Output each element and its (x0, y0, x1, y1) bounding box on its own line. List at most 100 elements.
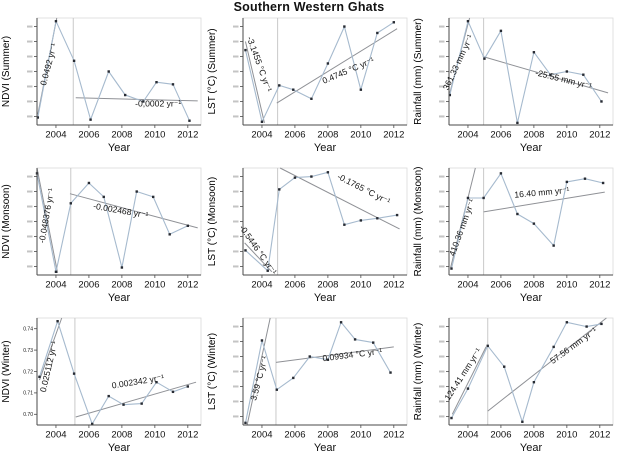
data-point (278, 188, 281, 191)
x-tick-label: 2012 (177, 130, 198, 141)
x-tick-label: 2006 (78, 130, 99, 141)
x-axis-label: Year (108, 442, 131, 454)
x-axis-label: Year (314, 442, 337, 454)
y-tick-label (439, 175, 445, 178)
series-line (245, 171, 398, 272)
data-point (450, 267, 453, 270)
slope-label: 0.002342 yr⁻¹ (111, 372, 165, 390)
data-point (450, 416, 453, 420)
chart-canvas-rainfall-summer: 2004 2006 2008 2010 2012 Year Rainfall (mm) (S… (413, 17, 614, 154)
y-tick-label (439, 340, 445, 343)
chart-canvas-lst-summer: 2004 2006 2008 2010 2012 Year LST (°C) (Summer… (207, 17, 408, 154)
data-point (532, 51, 536, 54)
data-point (582, 73, 585, 76)
x-tick-label: 2010 (350, 430, 371, 441)
slope-label: 3.59 °C yr⁻¹ (248, 355, 270, 402)
data-point (244, 421, 247, 425)
x-tick-label: 2004 (45, 280, 66, 291)
data-point (565, 321, 569, 324)
x-axis-label: Year (520, 442, 543, 454)
data-point (186, 224, 190, 227)
y-axis-label: Rainfall (mm) (Monsoon) (413, 166, 424, 276)
x-tick-label: 2004 (457, 130, 478, 141)
trend-line (279, 167, 400, 230)
x-tick-label: 2008 (523, 430, 544, 441)
x-axis-label: Year (314, 292, 337, 304)
trend-line (275, 346, 394, 363)
x-tick-label: 2010 (350, 280, 371, 291)
y-tick-label (439, 265, 445, 268)
data-point (310, 97, 313, 100)
x-tick-label: 2012 (589, 130, 610, 141)
data-point (87, 181, 91, 185)
data-point (120, 266, 124, 269)
trend-line (483, 191, 605, 213)
slope-label: 410.36 mm yr⁻¹ (447, 197, 477, 257)
figure-title: Southern Western Ghats (233, 0, 385, 14)
chart-canvas-lst-monsoon: 2004 2006 2008 2010 2012 Year LST (°C) (Monsoo… (207, 167, 408, 304)
y-tick-label (27, 100, 33, 103)
data-point (293, 176, 297, 179)
data-point (376, 217, 379, 220)
trend-line (482, 56, 609, 94)
data-point (466, 387, 470, 390)
data-point (549, 73, 552, 76)
slope-label: -0.5446 °C yr⁻¹ (237, 223, 279, 276)
y-tick-label (27, 115, 33, 118)
data-point (466, 20, 470, 23)
data-point (392, 21, 396, 24)
chart-canvas-ndvi-monsoon: 2004 2006 2008 2010 2012 Year NDVI (Monsoon) -0… (1, 167, 202, 304)
data-point (499, 29, 503, 33)
y-tick-label (27, 70, 33, 73)
data-point (275, 388, 278, 391)
y-tick-label (439, 325, 445, 328)
trend-line (244, 242, 273, 273)
y-tick-label (27, 205, 33, 208)
data-point (107, 394, 110, 398)
data-point (376, 31, 379, 35)
data-point (389, 371, 392, 374)
data-point (155, 381, 158, 384)
data-point (310, 175, 313, 178)
data-point (486, 344, 489, 348)
x-tick-label: 2008 (317, 130, 338, 141)
data-point (600, 100, 603, 103)
y-tick-label (439, 235, 445, 238)
plot-area (242, 317, 408, 426)
data-point (395, 213, 399, 217)
trend-line (276, 28, 398, 104)
slope-label: 0.09934 °C yr⁻¹ (322, 346, 383, 363)
y-axis-label: Rainfall (mm) (Summer) (413, 18, 424, 125)
y-tick-label (439, 370, 445, 373)
y-axis-label: NDVI (Monsoon) (1, 184, 12, 258)
slope-label: 57.56 mm yr⁻¹ (548, 325, 599, 366)
trend-line (244, 41, 265, 123)
slope-label: 361.33 mm yr⁻¹ (441, 33, 475, 92)
data-point (91, 422, 94, 426)
x-tick-label: 2004 (251, 280, 272, 291)
data-point (482, 196, 485, 200)
data-point (123, 93, 127, 97)
data-point (54, 270, 58, 273)
data-point (521, 420, 524, 423)
data-point (585, 325, 588, 328)
chart-canvas-rainfall-winter: 2004 2006 2008 2010 2012 Year Rainfall (mm) (W… (413, 317, 614, 454)
trend-line (75, 381, 197, 418)
data-point (278, 84, 281, 87)
y-tick-label (233, 340, 239, 343)
y-tick-label: 0.72 (23, 369, 33, 375)
y-tick-label (233, 220, 239, 223)
y-tick-label (233, 100, 239, 103)
y-tick-label (439, 85, 445, 88)
data-point (188, 119, 191, 122)
data-point (168, 233, 171, 236)
trend-line (39, 317, 63, 381)
data-point (516, 121, 519, 125)
data-point (54, 20, 58, 23)
series-line (451, 321, 602, 423)
chart-lst-monsoon: 2004 2006 2008 2010 2012 Year LST (°C) (Monsoo… (206, 164, 412, 314)
y-tick-label (439, 40, 445, 43)
slope-label: -0.002468 yr⁻¹ (92, 201, 149, 221)
x-tick-label: 2006 (284, 280, 305, 291)
x-tick-label: 2008 (523, 280, 544, 291)
